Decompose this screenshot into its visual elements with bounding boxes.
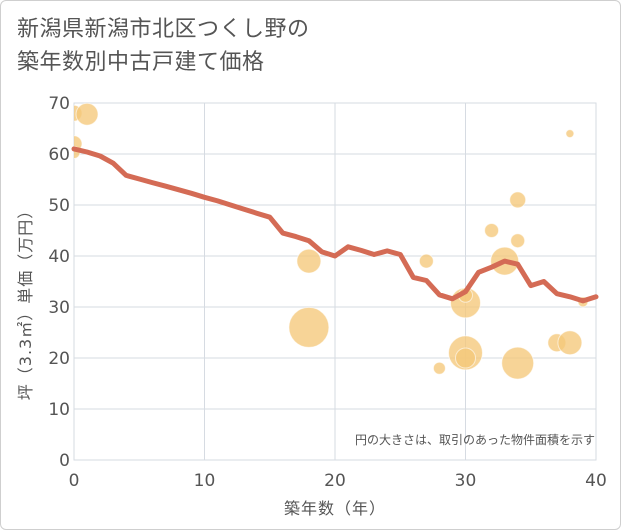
x-tick-label-0: 0 (69, 471, 80, 491)
bubble-point-19 (565, 129, 575, 139)
bubble-point-12 (484, 223, 500, 238)
size-legend-note: 円の大きさは、取引のあった物件面積を示す (355, 432, 595, 447)
y-tick-label-0: 0 (59, 451, 70, 471)
bubble-points (74, 103, 589, 380)
trend-line (71, 146, 599, 304)
y-axis-title: 坪（3.3㎡）単価（万円） (16, 202, 35, 400)
x-tick-label-2: 20 (324, 471, 346, 491)
bubble-point-16 (501, 346, 535, 380)
x-tick-label-3: 30 (455, 471, 477, 491)
y-tick-label-1: 10 (48, 400, 70, 420)
trend-line-group (71, 146, 599, 304)
x-tick-label-1: 10 (194, 471, 216, 491)
chart-title: 新潟県新潟市北区つくし野の 築年数別中古戸建て価格 (17, 13, 310, 79)
x-axis-title: 築年数（年） (284, 499, 386, 518)
bubble-point-18 (557, 330, 583, 356)
y-tick-label-2: 20 (48, 349, 70, 369)
chart-title-line-1: 新潟県新潟市北区つくし野の (17, 17, 310, 42)
x-tick-label-4: 40 (585, 471, 607, 491)
bubble-point-11 (455, 347, 476, 369)
y-tick-label-3: 30 (48, 298, 70, 318)
y-tick-label-5: 50 (48, 196, 70, 216)
bubble-point-4 (296, 248, 322, 274)
grid-lines (73, 102, 597, 461)
bubble-point-1 (75, 103, 99, 126)
bubble-point-5 (288, 306, 330, 348)
tick-labels: 0 10 20 30 40 50 60 70 0 10 20 30 40 (48, 94, 606, 491)
bubble-point-14 (509, 191, 527, 209)
bubble-point-6 (418, 253, 434, 269)
bubble-point-7 (432, 361, 446, 375)
bubble-point-15 (510, 233, 526, 249)
chart-title-line-2: 築年数別中古戸建て価格 (17, 50, 265, 75)
y-tick-label-6: 60 (48, 145, 70, 165)
y-tick-label-4: 40 (48, 247, 70, 267)
y-tick-label-7: 70 (48, 94, 70, 114)
